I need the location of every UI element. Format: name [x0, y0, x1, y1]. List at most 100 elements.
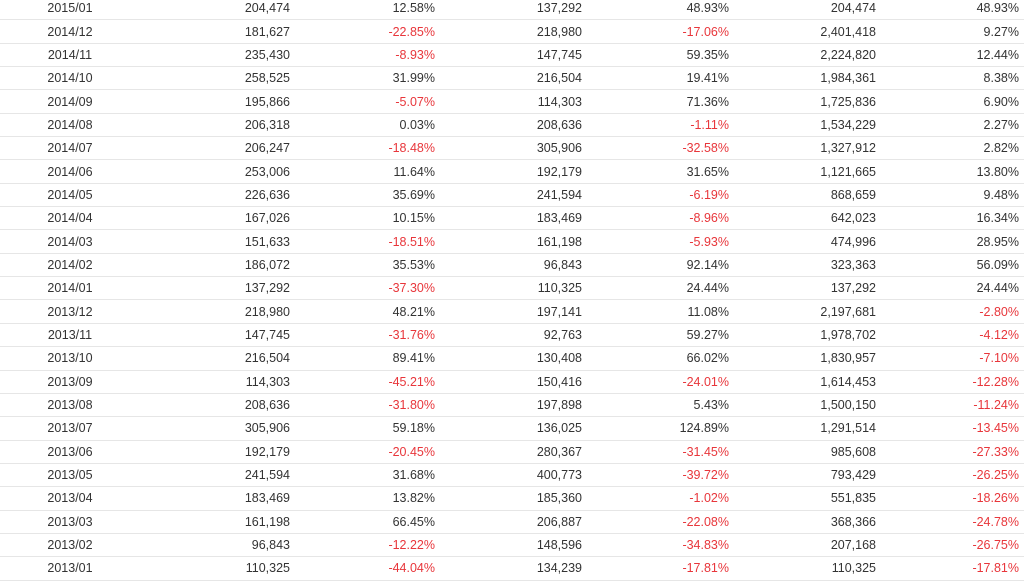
table-row: 2014/01 137,292 -37.30% 110,325 24.44% 137,29…: [0, 276, 1024, 301]
value-cell: 24.44%: [881, 276, 1024, 301]
value-cell: 192,179: [440, 159, 587, 184]
value-cell: 9.48%: [881, 183, 1024, 208]
date-cell: 2013/04: [0, 486, 140, 511]
value-cell: -31.45%: [587, 440, 734, 464]
value-cell: 241,594: [440, 183, 587, 208]
value-cell: 148,596: [440, 533, 587, 558]
value-cell: 13.82%: [295, 486, 440, 511]
table-row: 2015/01 204,474 12.58% 137,292 48.93% 204,474…: [0, 0, 1024, 21]
value-cell: -7.10%: [881, 346, 1024, 371]
date-cell: 2013/03: [0, 510, 140, 534]
value-cell: 235,430: [140, 43, 295, 68]
value-cell: 31.65%: [587, 159, 734, 184]
value-cell: 197,898: [440, 393, 587, 418]
value-cell: 110,325: [440, 276, 587, 301]
date-cell: 2013/12: [0, 299, 140, 324]
table-row: 2013/05 241,594 31.68% 400,773 -39.72% 793,42…: [0, 463, 1024, 488]
date-cell: 2014/03: [0, 229, 140, 254]
value-cell: 206,247: [140, 136, 295, 161]
value-cell: -31.76%: [295, 323, 440, 348]
value-cell: -20.45%: [295, 440, 440, 464]
value-cell: 124.89%: [587, 416, 734, 441]
value-cell: 368,366: [734, 510, 881, 534]
value-cell: 195,866: [140, 89, 295, 114]
value-cell: 868,659: [734, 183, 881, 208]
value-cell: -12.28%: [881, 370, 1024, 394]
value-cell: 137,292: [440, 0, 587, 21]
date-cell: 2013/11: [0, 323, 140, 348]
date-cell: 2013/02: [0, 533, 140, 558]
value-cell: -26.25%: [881, 463, 1024, 488]
value-cell: 218,980: [140, 299, 295, 324]
value-cell: 0.03%: [295, 113, 440, 138]
value-cell: -31.80%: [295, 393, 440, 418]
value-cell: 19.41%: [587, 66, 734, 91]
value-cell: 89.41%: [295, 346, 440, 371]
date-cell: 2013/06: [0, 440, 140, 464]
table-row: 2014/03 151,633 -18.51% 161,198 -5.93% 474,99…: [0, 229, 1024, 254]
value-cell: 241,594: [140, 463, 295, 488]
value-cell: 48.93%: [881, 0, 1024, 21]
value-cell: 56.09%: [881, 253, 1024, 278]
value-cell: 185,360: [440, 486, 587, 511]
value-cell: 137,292: [140, 276, 295, 301]
value-cell: 114,303: [440, 89, 587, 114]
value-cell: 216,504: [140, 346, 295, 371]
table-row: 2014/09 195,866 -5.07% 114,303 71.36% 1,725,8…: [0, 89, 1024, 114]
date-cell: 2013/01: [0, 556, 140, 581]
table-row: 2014/08 206,318 0.03% 208,636 -1.11% 1,534,22…: [0, 113, 1024, 138]
table-row: 2013/12 218,980 48.21% 197,141 11.08% 2,197,6…: [0, 299, 1024, 324]
value-cell: -17.06%: [587, 19, 734, 44]
value-cell: -37.30%: [295, 276, 440, 301]
value-cell: 147,745: [140, 323, 295, 348]
value-cell: 305,906: [440, 136, 587, 161]
value-cell: 2,197,681: [734, 299, 881, 324]
date-cell: 2014/05: [0, 183, 140, 208]
value-cell: -18.48%: [295, 136, 440, 161]
value-cell: 226,636: [140, 183, 295, 208]
value-cell: 48.93%: [587, 0, 734, 21]
value-cell: 136,025: [440, 416, 587, 441]
table-row: 2013/01 110,325 -44.04% 134,239 -17.81% 110,3…: [0, 556, 1024, 581]
value-cell: 96,843: [140, 533, 295, 558]
value-cell: 11.08%: [587, 299, 734, 324]
table-row: 2014/11 235,430 -8.93% 147,745 59.35% 2,224,8…: [0, 43, 1024, 68]
value-cell: 2,401,418: [734, 19, 881, 44]
value-cell: -8.93%: [295, 43, 440, 68]
table-row: 2013/03 161,198 66.45% 206,887 -22.08% 368,36…: [0, 510, 1024, 534]
value-cell: 305,906: [140, 416, 295, 441]
value-cell: 204,474: [140, 0, 295, 21]
table-row: 2014/12 181,627 -22.85% 218,980 -17.06% 2,401…: [0, 19, 1024, 44]
date-cell: 2013/05: [0, 463, 140, 488]
value-cell: 208,636: [140, 393, 295, 418]
value-cell: 218,980: [440, 19, 587, 44]
date-cell: 2014/07: [0, 136, 140, 161]
value-cell: 2.27%: [881, 113, 1024, 138]
value-cell: 5.43%: [587, 393, 734, 418]
value-cell: 793,429: [734, 463, 881, 488]
value-cell: -4.12%: [881, 323, 1024, 348]
value-cell: -44.04%: [295, 556, 440, 581]
value-cell: 474,996: [734, 229, 881, 254]
value-cell: -1.11%: [587, 113, 734, 138]
table-row: 2014/02 186,072 35.53% 96,843 92.14% 323,363 5…: [0, 253, 1024, 278]
value-cell: -8.96%: [587, 206, 734, 231]
date-cell: 2013/08: [0, 393, 140, 418]
value-cell: -2.80%: [881, 299, 1024, 324]
value-cell: 183,469: [440, 206, 587, 231]
value-cell: 1,327,912: [734, 136, 881, 161]
value-cell: 323,363: [734, 253, 881, 278]
date-cell: 2015/01: [0, 0, 140, 21]
value-cell: 181,627: [140, 19, 295, 44]
value-cell: 206,318: [140, 113, 295, 138]
value-cell: 13.80%: [881, 159, 1024, 184]
value-cell: 59.27%: [587, 323, 734, 348]
value-cell: -22.85%: [295, 19, 440, 44]
value-cell: 130,408: [440, 346, 587, 371]
value-cell: -1.02%: [587, 486, 734, 511]
value-cell: 1,830,957: [734, 346, 881, 371]
value-cell: 48.21%: [295, 299, 440, 324]
